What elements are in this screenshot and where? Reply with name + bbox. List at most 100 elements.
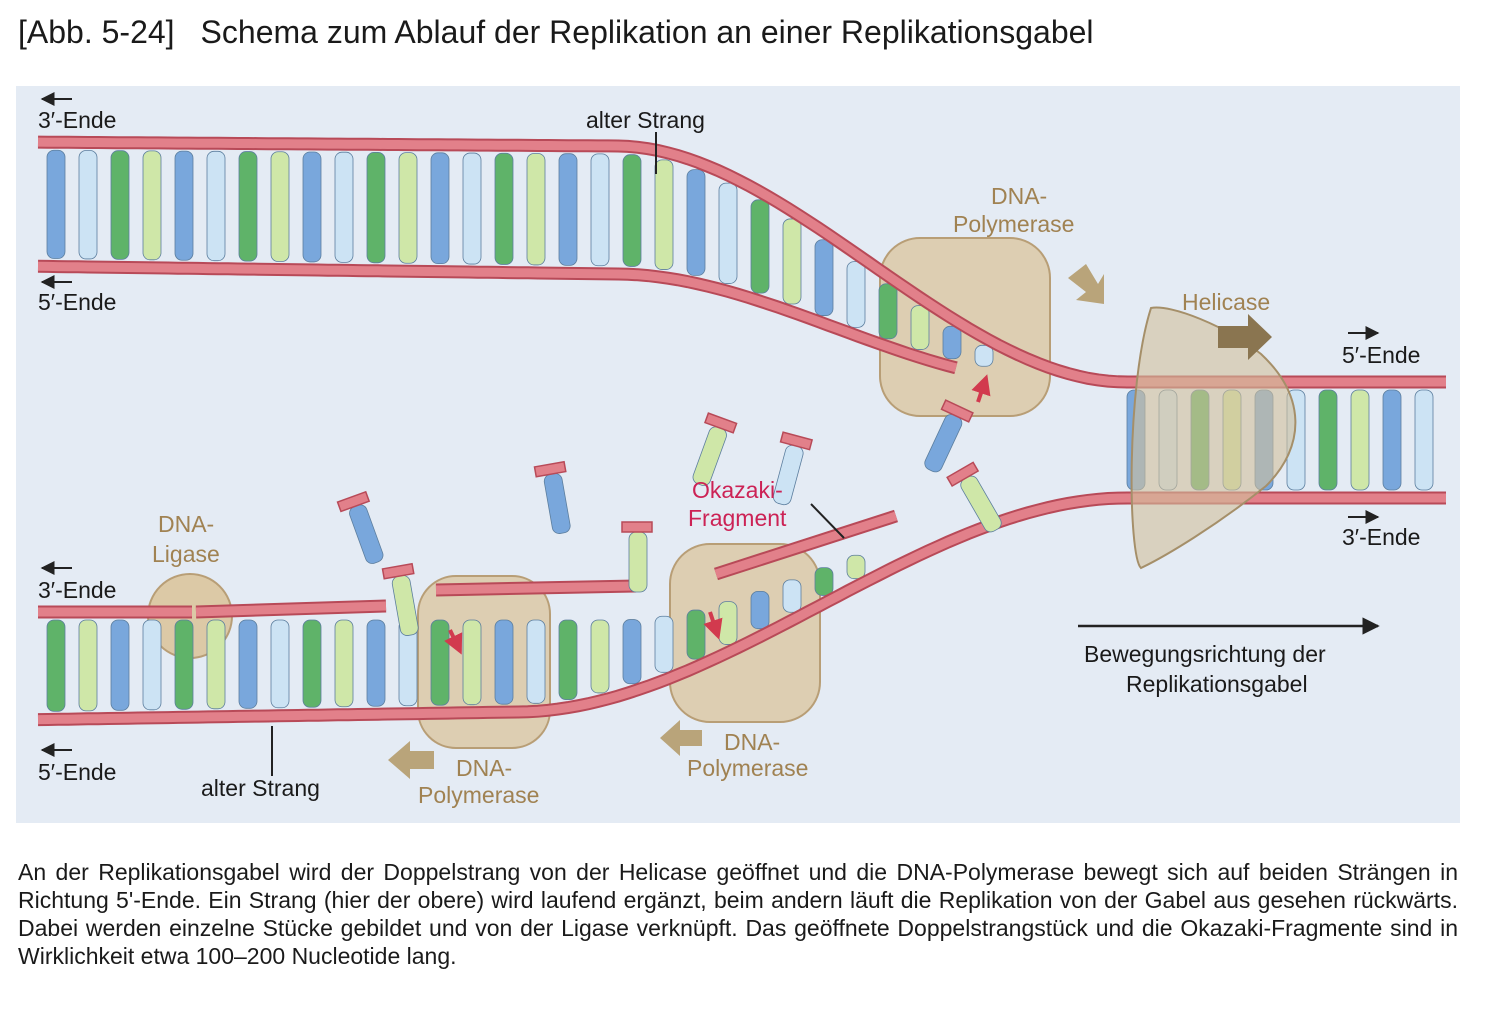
polymerase-bottom-middle-label-line-2: Polymerase — [687, 755, 808, 781]
figure-number: [Abb. 5-24] — [18, 14, 175, 50]
direction-label-line-1: Bewegungsrichtung der — [1084, 641, 1326, 667]
base-pair — [494, 619, 514, 705]
helicase-label: Helicase — [1182, 289, 1270, 315]
helicase-arrow — [1218, 314, 1272, 360]
direction-label-line-2: Replikationsgabel — [1126, 671, 1308, 697]
base-pair — [878, 283, 898, 340]
base-pair — [334, 151, 354, 263]
base-pair — [78, 619, 98, 712]
polymerase-bottom-left-arrow — [388, 741, 434, 779]
base-pair — [494, 152, 514, 265]
okazaki-label-line-2: Fragment — [688, 505, 787, 531]
ligase-label-line-1: DNA- — [158, 511, 214, 537]
top-3-end-label: 3′-Ende — [38, 107, 116, 133]
base-pair — [654, 159, 674, 270]
base-pair — [430, 152, 450, 265]
base-pair — [814, 239, 834, 316]
strand-top-new — [37, 261, 958, 373]
polymerase-top-label-line-1: DNA- — [991, 183, 1047, 209]
base-pair — [366, 619, 386, 707]
base-pair — [558, 619, 578, 700]
base-pair — [270, 151, 290, 262]
base-pair — [590, 619, 610, 694]
base-pair — [1350, 389, 1370, 491]
nucleotide — [924, 399, 974, 473]
base-pair — [142, 150, 162, 261]
base-pair — [110, 619, 130, 711]
base-pair — [686, 609, 706, 660]
base-pair — [110, 150, 130, 260]
nucleotide — [381, 562, 419, 636]
base-pair — [846, 261, 866, 328]
base-pair — [334, 619, 354, 708]
base-pair — [718, 601, 738, 645]
base-pair — [1414, 389, 1434, 491]
okazaki-segment-2 — [435, 581, 637, 595]
polymerase-top-arrow — [1068, 264, 1104, 304]
base-pair — [750, 590, 770, 630]
ligase-label-line-2: Ligase — [152, 541, 220, 567]
base-pair — [238, 151, 258, 262]
figure-caption: An der Replikationsgabel wird der Doppel… — [18, 859, 1458, 969]
bottom-3-end-label: 3′-Ende — [38, 577, 116, 603]
base-pair — [78, 150, 98, 260]
nucleotide — [946, 461, 1002, 533]
alter-strang-top-label: alter Strang — [586, 107, 705, 133]
base-pair — [462, 152, 482, 265]
base-pair — [1318, 389, 1338, 491]
polymerase-bottom-left-label-line-1: DNA- — [456, 755, 512, 781]
dna-polymerase-bottom-left-enzyme — [417, 575, 551, 749]
nucleotide — [533, 460, 571, 534]
base-pair — [590, 153, 610, 267]
alter-strang-bottom-label: alter Strang — [201, 775, 320, 801]
base-pair — [206, 150, 226, 262]
base-pair — [526, 619, 546, 704]
base-pair — [942, 325, 962, 360]
figure-title: [Abb. 5-24] Schema zum Ablauf der Replika… — [18, 14, 1094, 51]
polymerase-top-label-line-2: Polymerase — [953, 211, 1074, 237]
base-pair — [206, 619, 226, 710]
okazaki-label-line-1: Okazaki- — [692, 477, 783, 503]
base-pair — [398, 152, 418, 264]
base-pair — [142, 619, 162, 711]
base-pair — [558, 153, 578, 266]
polymerase-bottom-middle-label-line-1: DNA- — [724, 729, 780, 755]
base-pair — [718, 182, 738, 284]
figure-title-text: Schema zum Ablauf der Replikation an ein… — [200, 14, 1094, 50]
replication-fork-diagram: 3′-Ende 5′-Ende alter Strang 5′-Ende 3′-… — [16, 86, 1460, 823]
base-pair — [1382, 389, 1402, 491]
base-pair — [270, 619, 290, 709]
insertion-arrow-bottom-middle — [703, 611, 723, 640]
base-pair — [366, 152, 386, 264]
insertion-arrow-bottom-left — [444, 629, 463, 655]
base-pair — [174, 150, 194, 261]
nucleotide — [621, 521, 653, 593]
base-pair — [430, 619, 450, 706]
base-pairs — [46, 149, 1434, 712]
right-3-end-label: 3′-Ende — [1342, 524, 1420, 550]
base-pair — [622, 619, 642, 685]
base-pair — [814, 567, 834, 596]
base-pair — [462, 619, 482, 706]
nucleotide — [692, 412, 738, 486]
base-pair — [46, 149, 66, 259]
base-pair — [910, 305, 930, 350]
okazaki-segment-3 — [714, 511, 898, 579]
right-5-end-label: 5′-Ende — [1342, 342, 1420, 368]
base-pair — [526, 153, 546, 266]
nucleotide — [336, 490, 384, 564]
base-pair — [622, 154, 642, 267]
base-pair — [846, 554, 866, 580]
okazaki-segment-1 — [195, 601, 387, 617]
base-pair — [686, 169, 706, 276]
base-pair — [174, 619, 194, 710]
insertion-arrow-top — [971, 374, 991, 403]
free-nucleotides — [336, 399, 1002, 636]
base-pair — [654, 615, 674, 673]
polymerase-bottom-middle-arrow — [660, 720, 702, 756]
base-pair — [782, 579, 802, 613]
polymerase-bottom-left-label-line-2: Polymerase — [418, 782, 539, 808]
base-pair — [974, 344, 994, 367]
okazaki-leader — [810, 503, 845, 539]
base-pair — [750, 199, 770, 294]
